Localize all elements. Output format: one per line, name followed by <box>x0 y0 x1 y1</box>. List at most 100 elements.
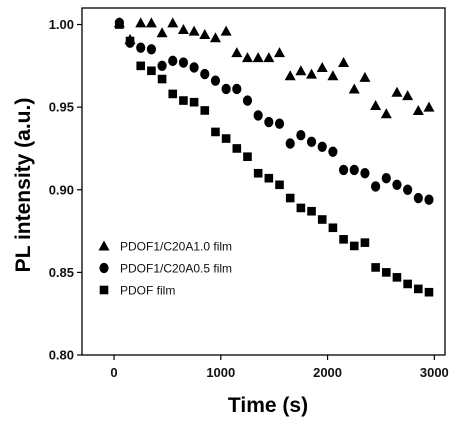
square-point <box>317 215 327 224</box>
circle-point <box>232 83 242 95</box>
y-axis-ticks: 0.80 0.85 0.90 0.95 1.00 <box>49 17 82 363</box>
circle-point <box>210 75 221 86</box>
triangle-point <box>263 52 275 63</box>
square-point <box>414 284 423 294</box>
triangle-point <box>295 65 307 76</box>
triangle-point <box>327 70 339 81</box>
square-point <box>328 223 338 233</box>
triangle-point <box>316 61 328 72</box>
x-tick-label: 2000 <box>313 365 342 380</box>
circle-point <box>157 60 167 72</box>
triangle-point <box>284 70 296 81</box>
square-point <box>349 241 359 251</box>
square-point <box>115 20 124 29</box>
circle-point <box>200 68 210 80</box>
x-axis-ticks: 0 1000 2000 3000 <box>110 355 449 380</box>
triangle-point <box>209 32 221 43</box>
triangle-point <box>370 99 382 110</box>
triangle-point <box>252 52 264 63</box>
square-point <box>275 180 284 190</box>
triangle-point <box>188 25 200 36</box>
square-point <box>232 144 242 153</box>
circle-point <box>178 57 189 68</box>
triangle-point <box>220 25 232 36</box>
circle-point <box>413 192 423 204</box>
square-point <box>243 152 252 162</box>
legend-square-icon <box>99 285 109 295</box>
circle-point <box>317 141 327 152</box>
square-point <box>392 273 402 282</box>
square-point <box>189 97 199 107</box>
square-point <box>424 287 434 297</box>
circle-point <box>392 179 402 191</box>
x-tick-label: 1000 <box>206 365 235 380</box>
square-point <box>179 96 188 105</box>
circle-point <box>381 172 391 184</box>
triangle-point <box>135 17 147 28</box>
triangle-point <box>177 23 189 34</box>
square-point <box>371 263 380 272</box>
square-point <box>339 235 348 244</box>
square-point <box>253 168 263 178</box>
triangle-point <box>412 104 424 115</box>
triangle-point <box>306 68 318 79</box>
circle-point <box>168 55 178 67</box>
circle-point <box>338 164 349 176</box>
circle-point <box>264 116 274 128</box>
legend-label: PDOF1/C20A1.0 film <box>120 240 232 254</box>
square-point <box>381 268 391 277</box>
legend-label: PDOF1/C20A0.5 film <box>120 262 232 276</box>
triangle-point <box>241 52 253 63</box>
legend-triangle-icon <box>98 240 110 251</box>
square-point <box>211 127 220 137</box>
legend-circle-icon <box>99 262 109 274</box>
triangle-point <box>231 47 243 58</box>
y-axis-title: PL intensity (a.u.) <box>12 98 35 273</box>
triangle-point <box>402 90 414 101</box>
square-point <box>307 206 316 216</box>
circle-point <box>253 110 263 121</box>
triangle-point <box>167 17 179 28</box>
y-tick-label: 1.00 <box>49 17 74 32</box>
circle-point <box>296 130 306 141</box>
y-tick-label: 0.95 <box>49 100 74 115</box>
triangle-point <box>380 108 392 119</box>
square-point <box>168 89 178 99</box>
triangle-point <box>348 83 360 94</box>
square-point <box>157 74 167 84</box>
x-tick-label: 3000 <box>420 365 449 380</box>
square-point <box>296 203 306 213</box>
circle-point <box>221 83 231 95</box>
square-point <box>136 61 146 71</box>
triangle-point <box>359 71 371 82</box>
square-point <box>147 66 156 76</box>
triangle-point <box>156 27 168 38</box>
triangle-point <box>391 86 403 97</box>
circle-point <box>349 164 359 176</box>
circle-point <box>274 118 285 129</box>
triangle-point <box>145 17 157 28</box>
x-axis-title: Time (s) <box>228 394 308 417</box>
circle-point <box>424 194 434 205</box>
square-point <box>125 36 135 46</box>
circle-point <box>403 184 413 195</box>
y-tick-label: 0.90 <box>49 182 74 197</box>
circle-point <box>146 44 156 55</box>
square-point <box>264 173 274 183</box>
y-tick-label: 0.80 <box>49 348 74 363</box>
circle-point <box>306 136 317 148</box>
triangle-point <box>199 28 211 39</box>
square-point <box>403 279 412 289</box>
square-point <box>285 193 295 203</box>
circle-point <box>189 62 199 73</box>
circle-point <box>242 95 253 106</box>
triangle-point <box>338 57 350 68</box>
square-point <box>360 238 370 247</box>
circle-point <box>360 168 370 179</box>
square-point <box>200 106 210 115</box>
legend: PDOF1/C20A1.0 film PDOF1/C20A0.5 film PDOF… <box>98 240 232 298</box>
triangle-point <box>423 101 435 112</box>
x-tick-label: 0 <box>110 365 117 380</box>
square-point <box>221 134 231 143</box>
